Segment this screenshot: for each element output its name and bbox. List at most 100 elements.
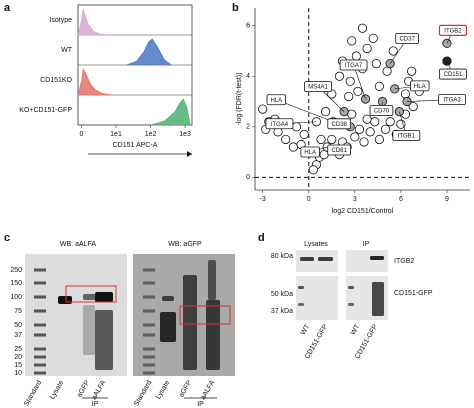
annotation-box xyxy=(438,24,468,36)
lane-label: aGFP xyxy=(178,379,193,399)
annotation-label: CD81 xyxy=(331,148,347,154)
annotation-label: CD70 xyxy=(374,109,390,115)
blot-band xyxy=(34,281,46,285)
data-point xyxy=(345,76,355,86)
blot-band xyxy=(83,305,95,355)
annotation-box xyxy=(438,94,466,105)
annotation-box xyxy=(304,81,332,93)
ip-label: IP xyxy=(197,401,204,408)
panel-label: a xyxy=(4,2,11,14)
panel-label: c xyxy=(4,232,10,244)
data-point xyxy=(354,124,365,134)
x-tick-label: 1e1 xyxy=(110,131,122,138)
data-point xyxy=(371,59,381,69)
blot-band xyxy=(143,355,155,359)
blot-band xyxy=(58,296,72,304)
data-point xyxy=(334,71,345,81)
data-point xyxy=(394,107,404,117)
blot-band xyxy=(160,312,176,342)
blot xyxy=(346,250,388,272)
panel-label: d xyxy=(258,232,265,244)
data-point xyxy=(327,134,337,145)
annotation-box xyxy=(392,130,421,142)
data-point xyxy=(408,101,418,112)
blot-band xyxy=(162,296,174,301)
blot-band xyxy=(143,295,155,299)
annotation-box xyxy=(339,59,368,71)
protein-label: ITGB2 xyxy=(394,258,414,265)
y-tick-label: 6 xyxy=(246,23,250,30)
annotation-box xyxy=(410,80,430,92)
blot xyxy=(296,250,338,272)
annotation-label: ITGA4 xyxy=(271,122,289,128)
data-point xyxy=(368,33,378,43)
blot-band xyxy=(206,300,220,370)
mw-marker: 25 xyxy=(14,346,22,353)
panel-label: b xyxy=(232,2,239,14)
protein-label: CD151-GFP xyxy=(394,290,433,297)
mw-marker: 50 kDa xyxy=(271,291,293,298)
mw-marker: 250 xyxy=(10,267,22,274)
mw-marker: 15 xyxy=(14,362,22,369)
data-point xyxy=(291,122,302,132)
annotation-box xyxy=(369,105,394,116)
lane-label: Lysate xyxy=(155,379,171,400)
mw-marker: 20 xyxy=(14,354,22,361)
annotation-box xyxy=(327,144,351,156)
annotation-box xyxy=(395,33,419,45)
data-point xyxy=(385,117,395,127)
blot-band xyxy=(318,257,333,261)
mw-marker: 150 xyxy=(10,280,22,287)
blot-band xyxy=(34,268,46,272)
y-tick-label: 0 xyxy=(246,174,250,181)
annotation-label: HLA xyxy=(414,84,426,90)
blot-band xyxy=(95,292,113,302)
series-label: Isotype xyxy=(49,17,72,24)
blot-band xyxy=(34,347,46,351)
data-point xyxy=(350,132,360,142)
ip-label: IP xyxy=(92,401,99,408)
mw-marker: 75 xyxy=(14,308,22,315)
series-label: KO+CD151-GFP xyxy=(19,107,72,114)
data-point xyxy=(388,46,398,56)
blot-band xyxy=(143,363,155,367)
annotation-label: HLA xyxy=(270,98,282,104)
data-point xyxy=(407,66,417,76)
blot-title: WB: aGFP xyxy=(168,241,202,248)
blot-band xyxy=(34,363,46,367)
x-tick-label: 6 xyxy=(399,196,403,203)
blot-title: WB: aALFA xyxy=(60,241,97,248)
x-tick-label: 1e3 xyxy=(179,131,191,138)
blot-band xyxy=(298,286,304,289)
mw-marker: 10 xyxy=(14,370,22,377)
density-area xyxy=(126,38,173,66)
data-point xyxy=(281,134,291,145)
mw-marker: 37 kDa xyxy=(271,308,293,315)
data-point xyxy=(258,104,268,114)
annotation-box xyxy=(300,146,320,158)
annotation-label: CD38 xyxy=(332,122,348,128)
density-area xyxy=(77,8,110,36)
blot-band xyxy=(372,282,384,316)
annotation-box xyxy=(439,68,467,80)
data-point xyxy=(347,109,357,119)
blot-band xyxy=(348,303,354,306)
blot-band xyxy=(34,295,46,299)
annotation-leader xyxy=(353,64,366,100)
x-tick-label: -3 xyxy=(260,196,266,203)
blot-band xyxy=(34,355,46,359)
lane-label: Standard xyxy=(133,379,153,407)
x-tick-label: 9 xyxy=(445,196,449,203)
x-tick-label: 3 xyxy=(353,196,357,203)
data-point xyxy=(362,43,372,54)
data-point xyxy=(374,134,384,145)
data-point xyxy=(362,114,372,124)
data-point xyxy=(365,127,375,137)
lane-label: WT xyxy=(300,323,312,337)
x-tick-label: 1e2 xyxy=(145,131,157,138)
data-point xyxy=(370,117,380,127)
annotation-label: ITGB1 xyxy=(398,134,416,140)
mw-marker: 80 kDa xyxy=(271,253,293,260)
blot-band xyxy=(143,347,155,351)
